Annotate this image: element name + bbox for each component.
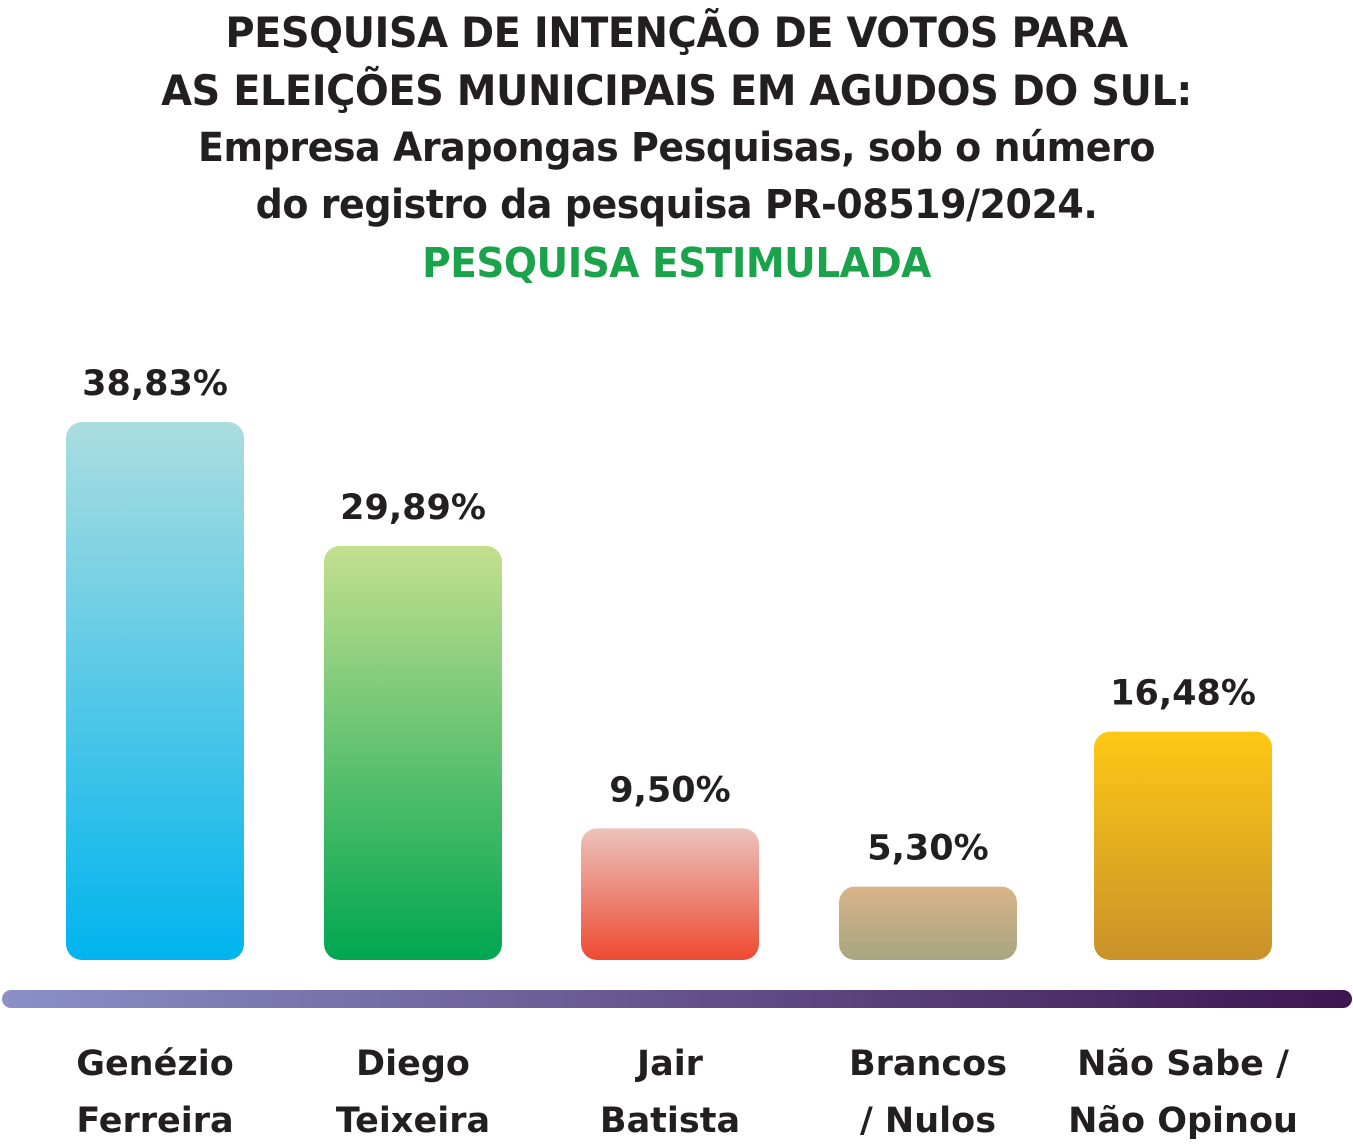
chart-subtitle-line-1: Empresa Arapongas Pesquisas, sob o númer… <box>197 125 1156 171</box>
category-label-4-line-1: Não Opinou <box>1068 1101 1298 1141</box>
bar-value-label-2: 9,50% <box>609 770 730 810</box>
category-label-0-line-1: Ferreira <box>76 1101 233 1141</box>
chart-subtitle-line-2: do registro da pesquisa PR-08519/2024. <box>255 182 1098 228</box>
bar-2 <box>581 828 759 960</box>
category-label-1-line-0: Diego <box>356 1044 470 1084</box>
bar-4 <box>1094 731 1272 960</box>
bars-layer <box>66 422 1272 960</box>
bar-value-label-1: 29,89% <box>340 488 486 528</box>
bar-3 <box>839 886 1017 960</box>
category-label-3-line-1: / Nulos <box>860 1101 996 1141</box>
category-label-2-line-0: Jair <box>635 1044 704 1084</box>
category-label-2-line-1: Batista <box>600 1101 740 1141</box>
chart-baseline <box>2 990 1352 1008</box>
bar-value-label-4: 16,48% <box>1110 674 1256 714</box>
bar-0 <box>66 422 244 960</box>
survey-type-tag: PESQUISA ESTIMULADA <box>422 239 931 287</box>
bar-value-label-3: 5,30% <box>867 829 988 869</box>
chart-title-line-1: PESQUISA DE INTENÇÃO DE VOTOS PARA <box>225 8 1128 57</box>
category-label-4-line-0: Não Sabe / <box>1077 1044 1289 1084</box>
bar-value-label-0: 38,83% <box>82 364 228 404</box>
category-label-0-line-0: Genézio <box>76 1044 234 1084</box>
bar-1 <box>324 545 502 960</box>
category-label-1-line-1: Teixeira <box>336 1101 490 1141</box>
value-labels-layer: 38,83% 29,89% 9,50% 5,30% 16,48% <box>82 364 1256 869</box>
category-labels-layer: Genézio Ferreira Diego Teixeira Jair Batista B… <box>76 1044 1298 1141</box>
chart-title-line-2: AS ELEIÇÕES MUNICIPAIS EM AGUDOS DO SUL: <box>161 66 1192 115</box>
chart-header: PESQUISA DE INTENÇÃO DE VOTOS PARA AS EL… <box>0 0 1353 292</box>
category-label-3-line-0: Brancos <box>849 1044 1007 1084</box>
